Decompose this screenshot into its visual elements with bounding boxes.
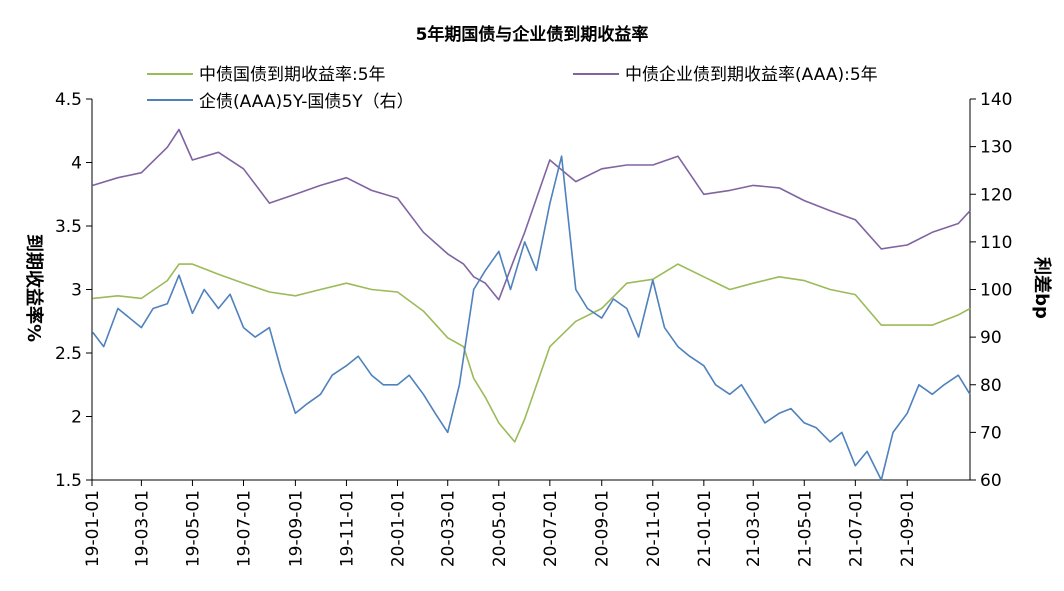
axes: 1.5 2 2.5 3 3.5 4 4.5 60 70 80 90 100 110 120 130 140 19… [55,90,1013,567]
x-tick-label: 20-07-01 [541,490,561,567]
x-tick-label: 20-01-01 [389,490,409,567]
x-tick-label: 19-03-01 [132,490,152,567]
x-tick-label: 21-05-01 [795,490,815,567]
series-lines [92,128,971,481]
series-line-treasury-5y [92,263,971,443]
left-tick-label: 3 [71,281,82,301]
right-tick-label: 100 [980,281,1012,301]
right-tick-label: 70 [980,423,1002,443]
right-tick-label: 80 [980,376,1002,396]
right-tick-label: 90 [980,328,1002,348]
right-tick-label: 130 [980,138,1012,158]
x-tick-label: 21-09-01 [898,490,918,567]
chart-title: 5年期国债与企业债到期收益率 [416,24,649,45]
x-tick-label: 21-03-01 [744,490,764,567]
legend-label-treasury: 中债国债到期收益率:5年 [199,65,386,85]
x-tick-label: 20-05-01 [490,490,510,567]
x-tick-label: 21-01-01 [695,490,715,567]
series-line-corporate-aaa-5y [92,128,971,301]
series-line-spread [92,155,971,481]
left-axis-title: 到期收益率% [23,234,45,342]
legend-label-corporate: 中债企业债到期收益率(AAA):5年 [625,65,878,85]
legend-label-spread: 企债(AAA)5Y-国债5Y（右） [199,92,414,112]
left-tick-label: 2 [71,408,82,428]
left-tick-label: 3.5 [55,217,82,237]
x-tick-label: 19-01-01 [83,490,103,567]
x-tick-label: 19-05-01 [183,490,203,567]
x-tick-label: 20-09-01 [593,490,613,567]
x-tick-label: 21-07-01 [846,490,866,567]
x-tick-label: 19-07-01 [234,490,254,567]
x-tick-label: 19-11-01 [337,490,357,567]
right-axis-title: 利差bp [1031,257,1053,319]
x-tick-label: 19-09-01 [286,490,306,567]
right-tick-label: 140 [980,90,1012,110]
left-tick-label: 4.5 [55,90,82,110]
x-tick-label: 20-03-01 [439,490,459,567]
left-tick-label: 4 [71,154,82,174]
left-tick-label: 2.5 [55,344,82,364]
x-tick-label: 20-11-01 [644,490,664,567]
right-tick-label: 60 [980,471,1002,491]
right-tick-label: 110 [980,233,1012,253]
right-tick-label: 120 [980,185,1012,205]
legend: 中债国债到期收益率:5年 中债企业债到期收益率(AAA):5年 企债(AAA)5… [147,65,878,112]
left-tick-label: 1.5 [55,471,82,491]
